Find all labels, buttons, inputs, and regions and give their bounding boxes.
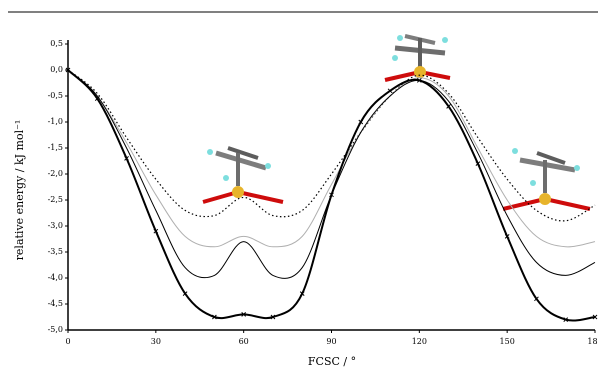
x-tick-label: 90: [326, 337, 336, 346]
molecule: [385, 35, 450, 80]
line: [68, 70, 595, 247]
x-tick-label: 60: [239, 337, 249, 346]
y-tick-label: -0,5: [48, 91, 63, 100]
y-tick-label: -1,0: [48, 117, 63, 126]
y-tick-label: -3,0: [48, 221, 63, 230]
y-tick-label: -1,5: [48, 143, 63, 152]
line: [68, 70, 595, 221]
y-tick-label: -3,5: [48, 247, 63, 256]
molecule: [203, 148, 283, 202]
y-tick-label: 0,0: [50, 65, 63, 74]
molecule-icons: [203, 35, 590, 209]
x-tick-label: 120: [412, 337, 427, 346]
y-tick-label: -5,0: [48, 325, 63, 334]
y-tick-label: -4,0: [48, 273, 63, 282]
page: {"chart_data": {"type": "line", "x_label…: [0, 0, 598, 369]
x-axis-title: FCSC / °: [308, 355, 356, 368]
y-axis-title: relative energy / kJ mol⁻¹: [13, 120, 26, 261]
x-tick-label: 30: [151, 337, 161, 346]
molecule: [503, 148, 590, 209]
chart: FCSC / ° relative energy / kJ mol⁻¹ 0,5 0…: [0, 0, 598, 369]
line: [68, 70, 595, 278]
y-tick-label: -2,0: [48, 169, 63, 178]
y-tick-label: -4,5: [48, 299, 63, 308]
y-tick-label: -2,5: [48, 195, 63, 204]
x-tick-label: 180: [587, 337, 598, 346]
x-tick-label: 150: [500, 337, 515, 346]
y-tick-label: 0,5: [50, 39, 63, 48]
x-tick-label: 0: [65, 337, 70, 346]
